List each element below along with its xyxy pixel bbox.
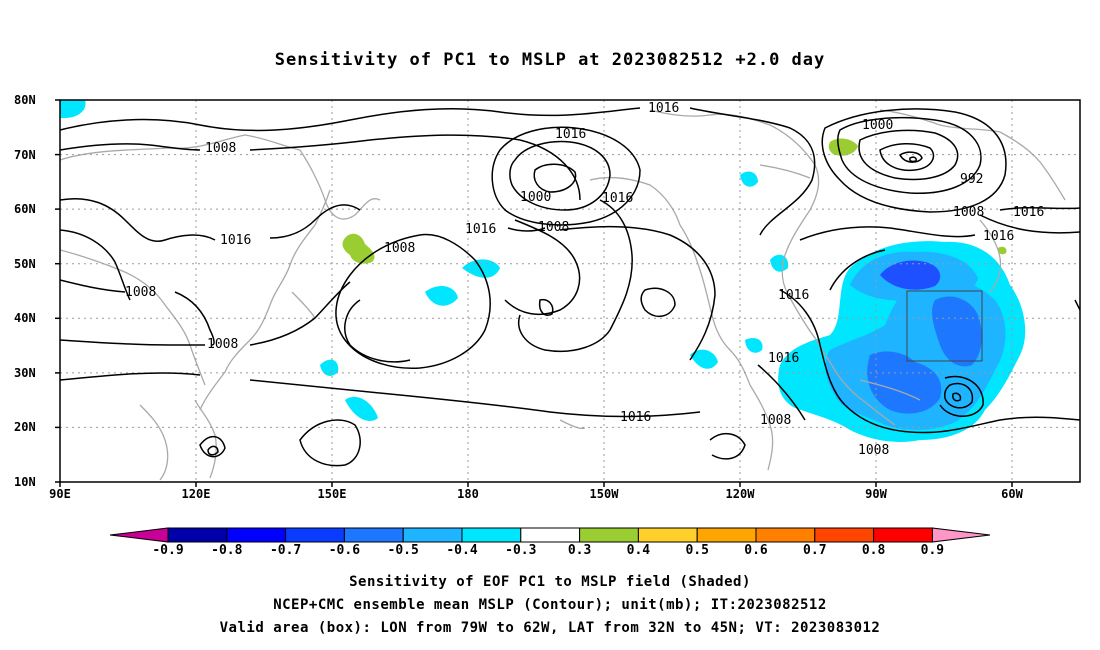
contour-label: 1008 xyxy=(207,337,238,352)
colorbar-tick-label: -0.8 xyxy=(211,543,243,558)
green-shading-kamchatka xyxy=(342,233,375,264)
colorbar-segment xyxy=(579,527,639,543)
contour-label: 1016 xyxy=(465,222,496,237)
colorbar-segment xyxy=(167,527,228,543)
colorbar-over-triangle xyxy=(931,527,991,543)
lon-label: 120E xyxy=(181,487,211,501)
colorbar-tick-label: -0.7 xyxy=(269,543,302,558)
contour-label: 1008 xyxy=(760,413,791,428)
cyan-shading-midpacific2 xyxy=(425,286,458,306)
cyan-shading-greenland xyxy=(740,171,758,187)
contour-label: 1008 xyxy=(205,141,236,156)
lon-label: 120W xyxy=(725,487,755,501)
contour-labels: 1016 1008 1000 1016 1008 1016 1008 1008 … xyxy=(125,101,1044,458)
contour-label: 1000 xyxy=(520,190,551,205)
colorbar-tick-label: 0.5 xyxy=(685,543,709,558)
caption-line-3: Valid area (box): LON from 79W to 62W, L… xyxy=(219,620,881,636)
contour-label: 1000 xyxy=(862,118,893,133)
contour-label: 1008 xyxy=(953,205,984,220)
colorbar-tick-label: -0.4 xyxy=(446,543,478,558)
colorbar-segment xyxy=(637,527,698,543)
lat-label: 70N xyxy=(14,148,36,162)
contour-label: 1016 xyxy=(555,127,586,142)
colorbar-tick-label: 0.9 xyxy=(920,543,945,558)
green-shading-labrador xyxy=(998,246,1007,255)
colorbar-segment xyxy=(226,527,287,543)
colorbar-tick-label: 0.7 xyxy=(803,543,827,558)
coastlines xyxy=(60,109,1066,481)
blue-dark-shading-north xyxy=(880,260,941,290)
graticule xyxy=(60,100,1080,482)
contour-label: 1008 xyxy=(125,285,156,300)
lat-label: 20N xyxy=(14,420,36,434)
lon-label: 90W xyxy=(865,487,887,501)
green-shading-greenland xyxy=(828,138,858,156)
contour-label: 1016 xyxy=(220,233,251,248)
colorbar xyxy=(109,527,991,543)
lat-label: 60N xyxy=(14,202,36,216)
contour-label: 1016 xyxy=(768,351,799,366)
lat-label: 30N xyxy=(14,366,36,380)
blue-dark-shading-south xyxy=(867,351,942,414)
cyan-shading-arctic xyxy=(60,100,86,118)
colorbar-segment xyxy=(696,527,757,543)
contour-label: 1016 xyxy=(983,229,1014,244)
axis-ticks xyxy=(55,99,1013,487)
contour-label: 992 xyxy=(960,172,983,187)
lon-label: 60W xyxy=(1001,487,1023,501)
cyan-shading-westcoast xyxy=(770,254,789,272)
colorbar-tick-label: -0.5 xyxy=(387,543,419,558)
lat-label: 10N xyxy=(14,475,36,489)
colorbar-segment xyxy=(520,527,581,543)
colorbar-tick-label: 0.3 xyxy=(567,543,592,558)
colorbar-tick-label: -0.6 xyxy=(328,543,361,558)
lon-label: 90E xyxy=(49,487,71,501)
contour-label: 1016 xyxy=(778,288,809,303)
cyan-shading-westpacific2 xyxy=(345,396,378,421)
lon-label: 150W xyxy=(589,487,619,501)
valid-area-box xyxy=(906,290,983,362)
contour-label: 1008 xyxy=(538,220,569,235)
chart-title: Sensitivity of PC1 to MSLP at 2023082512… xyxy=(274,50,826,70)
lat-label: 50N xyxy=(14,257,36,271)
colorbar-segment xyxy=(873,527,933,543)
lon-label: 150E xyxy=(317,487,347,501)
plot-frame xyxy=(59,99,1081,483)
cyan-shading-westpacific xyxy=(320,359,339,376)
colorbar-under-triangle xyxy=(109,527,169,543)
contour-label: 1016 xyxy=(620,410,651,425)
colorbar-tick-label: 0.6 xyxy=(744,543,768,558)
colorbar-segment xyxy=(755,527,816,543)
contour-label: 1016 xyxy=(602,191,633,206)
lon-label: 180 xyxy=(457,487,479,501)
mslp-contours xyxy=(60,107,1080,467)
contour-label: 1008 xyxy=(858,443,889,458)
colorbar-segment xyxy=(402,527,463,543)
colorbar-tick-label: 0.8 xyxy=(861,543,886,558)
caption-line-2: NCEP+CMC ensemble mean MSLP (Contour); u… xyxy=(273,597,827,613)
cyan-shading-gulf xyxy=(690,349,718,369)
cyan-shading-bermuda xyxy=(745,338,763,353)
colorbar-segment xyxy=(461,527,522,543)
lat-label: 80N xyxy=(14,93,36,107)
colorbar-tick-label: -0.9 xyxy=(152,543,184,558)
colorbar-tick-label: -0.3 xyxy=(505,543,537,558)
colorbar-segment xyxy=(343,527,404,543)
contour-label: 1016 xyxy=(1013,205,1044,220)
colorbar-segment xyxy=(285,527,345,543)
contour-label: 1008 xyxy=(384,241,415,256)
caption-line-1: Sensitivity of EOF PC1 to MSLP field (Sh… xyxy=(349,574,751,590)
contour-label: 1016 xyxy=(648,101,679,116)
blue-dark-shading-east xyxy=(932,296,982,367)
lat-label: 40N xyxy=(14,311,36,325)
colorbar-tick-label: 0.4 xyxy=(626,543,651,558)
colorbar-segment xyxy=(814,527,875,543)
